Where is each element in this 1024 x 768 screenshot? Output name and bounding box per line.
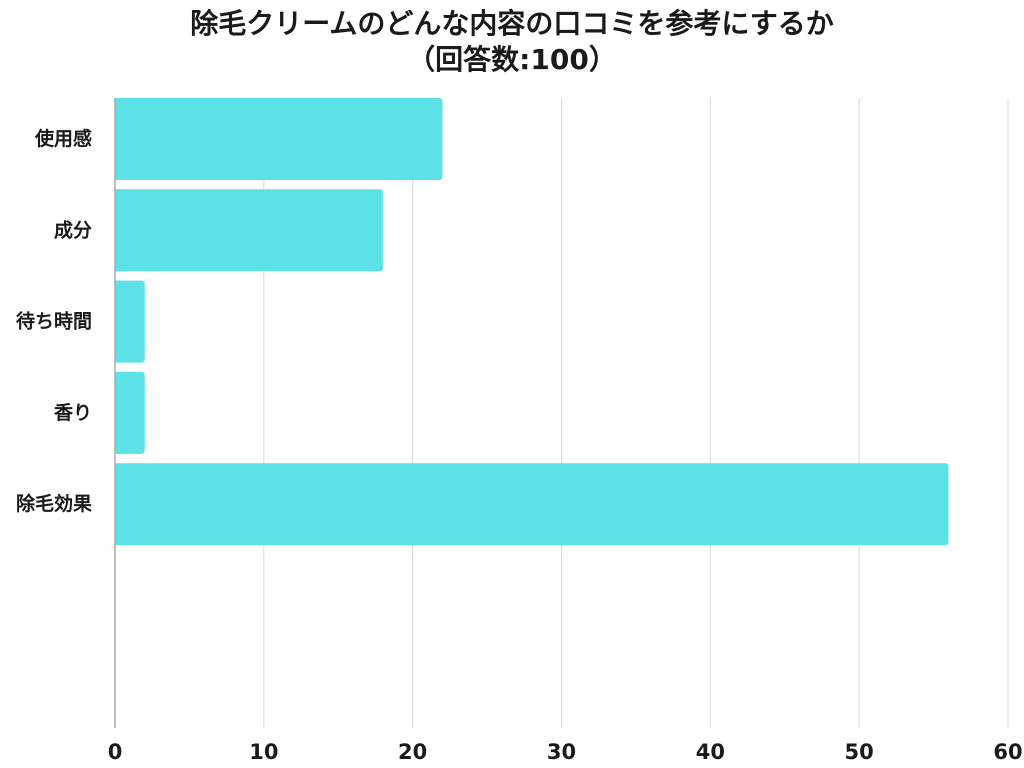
category-label: 待ち時間	[16, 310, 92, 333]
chart-subtitle: （回答数:100）	[407, 43, 617, 76]
bar	[115, 371, 145, 454]
chart-title: 除毛クリームのどんな内容の口コミを参考にするか	[190, 7, 834, 40]
category-label: 除毛効果	[16, 492, 92, 515]
bar	[115, 280, 145, 363]
bar-edge	[115, 98, 121, 180]
bar-edge	[115, 371, 121, 454]
x-tick-label: 50	[845, 740, 874, 764]
chart-title-block: 除毛クリームのどんな内容の口コミを参考にするか （回答数:100）	[0, 6, 1024, 78]
x-tick-label: 10	[249, 740, 278, 764]
x-tick-label: 60	[993, 740, 1022, 764]
bar	[115, 463, 949, 546]
bar-edge	[115, 463, 121, 546]
bar	[115, 98, 443, 180]
category-label: 成分	[54, 218, 92, 241]
category-label: 香り	[53, 402, 92, 424]
x-tick-label: 20	[398, 740, 427, 764]
bar-edge	[115, 280, 121, 363]
x-tick-label: 0	[108, 740, 123, 764]
bar-edge	[115, 189, 121, 272]
category-label: 使用感	[34, 127, 92, 150]
x-tick-label: 30	[547, 740, 576, 764]
x-tick-label: 40	[696, 740, 725, 764]
bar	[115, 189, 383, 272]
